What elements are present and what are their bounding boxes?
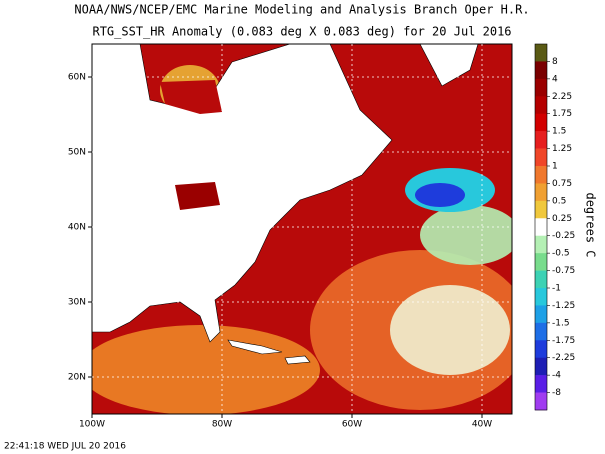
colorbar-tick-label: 1.75: [552, 109, 572, 119]
anomaly-area: [415, 183, 465, 207]
colorbar-swatch: [535, 253, 547, 271]
colorbar-swatch: [535, 305, 547, 324]
map-frame: [91, 43, 513, 415]
colorbar-tick-label: 0.25: [552, 214, 572, 224]
colorbar-tick-label: -4: [552, 371, 561, 381]
colorbar-tick-label: 1.25: [552, 144, 572, 154]
lon-label: 40W: [472, 420, 492, 430]
timestamp: 22:41:18 WED JUL 20 2016: [4, 442, 126, 452]
lat-label: 30N: [68, 298, 86, 308]
lon-label: 100W: [79, 420, 105, 430]
colorbar-tick-label: -0.75: [552, 266, 575, 276]
lat-label: 60N: [68, 73, 86, 83]
colorbar-swatch: [535, 61, 547, 80]
colorbar-tick-label: -1.25: [552, 301, 575, 311]
anomaly-area: [92, 325, 320, 414]
colorbar-swatch: [535, 96, 547, 115]
colorbar-swatch: [535, 200, 547, 219]
colorbar-tick-label: 2.25: [552, 92, 572, 102]
colorbar-swatch: [535, 235, 547, 254]
colorbar-tick-label: 0.75: [552, 179, 572, 189]
colorbar-tick-label: -0.5: [552, 249, 570, 259]
hudson-bay: [160, 80, 222, 114]
colorbar-tick-label: 1.5: [552, 127, 566, 137]
anomaly-area: [390, 285, 510, 375]
colorbar-tick-label: -1.75: [552, 336, 575, 346]
colorbar-swatch: [535, 270, 547, 289]
colorbar: 8 4 2.25 1.75 1.5 1.25 1 0.75 0.5 0.25 -0.25 -0.5 -0…: [534, 43, 575, 411]
hispaniola: [284, 355, 311, 365]
colorbar-tick-label: -0.25: [552, 231, 575, 241]
colorbar-tick-label: -2.25: [552, 353, 575, 363]
cuba: [227, 339, 283, 355]
lon-label: 60W: [342, 420, 362, 430]
colorbar-swatch: [535, 44, 547, 62]
colorbar-swatch: [535, 166, 547, 184]
title: NOAA/NWS/NCEP/EMC Marine Modeling and An…: [74, 3, 529, 17]
colorbar-swatch: [535, 148, 547, 167]
anomaly-area: [420, 205, 512, 265]
colorbar-swatch: [535, 78, 547, 97]
map-axes: 100W 80W 60W 40W 60N 50N 40N 30N 20N: [68, 44, 512, 430]
map: [92, 44, 512, 414]
colorbar-tick-label: -1.5: [552, 318, 570, 328]
great-lakes: [175, 182, 220, 210]
land: [92, 44, 393, 343]
colorbar-label: degrees C: [584, 192, 598, 257]
colorbar-swatch: [535, 322, 547, 341]
colorbar-tick-label: 1: [552, 162, 558, 172]
colorbar-swatch: [535, 131, 547, 149]
colorbar-frame: [534, 43, 548, 411]
lat-label: 20N: [68, 373, 86, 383]
colorbar-swatch: [535, 113, 547, 132]
lat-label: 40N: [68, 223, 86, 233]
greenland: [419, 44, 479, 87]
colorbar-swatch: [535, 183, 547, 202]
colorbar-tick-label: 8: [552, 57, 558, 67]
colorbar-swatch: [535, 288, 547, 306]
colorbar-tick-label: 0.5: [552, 196, 566, 206]
colorbar-swatch: [535, 392, 547, 411]
colorbar-swatch: [535, 375, 547, 393]
colorbar-swatch: [535, 340, 547, 359]
subtitle: RTG_SST_HR Anomaly (0.083 deg X 0.083 de…: [92, 25, 511, 39]
lat-label: 50N: [68, 148, 86, 158]
colorbar-tick-label: -1: [552, 284, 561, 294]
colorbar-swatch: [535, 357, 547, 376]
colorbar-swatch: [535, 218, 547, 237]
colorbar-tick-label: 4: [552, 74, 558, 84]
lon-label: 80W: [212, 420, 232, 430]
colorbar-tick-label: -8: [552, 388, 561, 398]
